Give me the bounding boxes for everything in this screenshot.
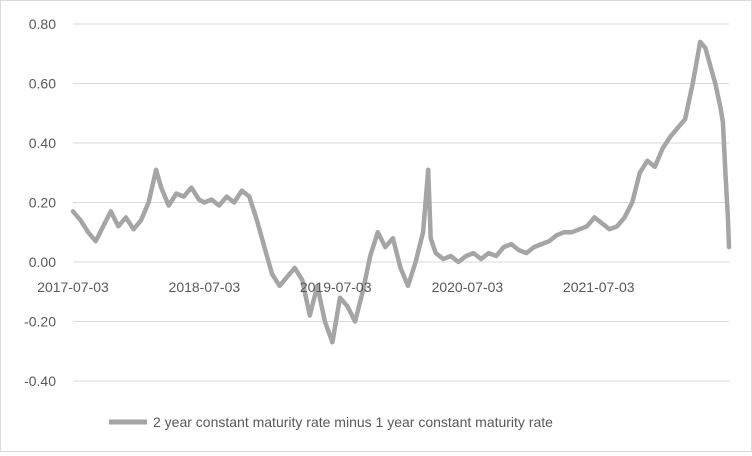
x-axis-tick-labels: 2017-07-03 2018-07-03 2019-07-03 2020-07-03…: [37, 279, 635, 295]
y-tick-label: 0.00: [29, 254, 56, 270]
legend: 2 year constant maturity rate minus 1 ye…: [109, 414, 553, 430]
legend-label: 2 year constant maturity rate minus 1 ye…: [153, 414, 553, 430]
x-tick-label: 2018-07-03: [169, 279, 241, 295]
y-tick-label: 0.20: [29, 195, 56, 211]
y-tick-label: 0.60: [29, 76, 56, 92]
y-tick-label: -0.40: [24, 373, 56, 389]
series-line: [70, 39, 732, 345]
y-tick-label: 0.80: [29, 16, 56, 32]
x-tick-label: 2021-07-03: [563, 279, 635, 295]
y-axis-tick-labels: 0.80 0.60 0.40 0.20 0.00 -0.20 -0.40: [24, 16, 56, 389]
y-tick-label: 0.40: [29, 135, 56, 151]
x-tick-label: 2019-07-03: [300, 279, 372, 295]
series-lines: [70, 39, 732, 345]
x-tick-label: 2020-07-03: [432, 279, 504, 295]
x-tick-label: 2017-07-03: [37, 279, 109, 295]
y-tick-label: -0.20: [24, 314, 56, 330]
